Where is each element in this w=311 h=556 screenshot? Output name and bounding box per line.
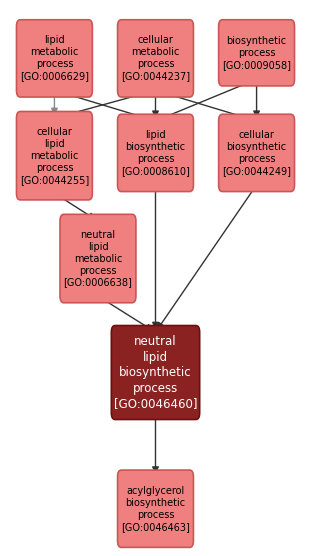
Text: neutral
lipid
biosynthetic
process
[GO:0046460]: neutral lipid biosynthetic process [GO:0… xyxy=(114,335,197,410)
Text: biosynthetic
process
[GO:0009058]: biosynthetic process [GO:0009058] xyxy=(222,36,291,70)
FancyBboxPatch shape xyxy=(118,114,193,191)
FancyBboxPatch shape xyxy=(16,111,92,200)
FancyBboxPatch shape xyxy=(111,326,200,419)
FancyBboxPatch shape xyxy=(219,114,295,191)
Text: lipid
metabolic
process
[GO:0006629]: lipid metabolic process [GO:0006629] xyxy=(20,36,89,81)
FancyBboxPatch shape xyxy=(118,470,193,547)
Text: cellular
biosynthetic
process
[GO:0044249]: cellular biosynthetic process [GO:004424… xyxy=(222,130,291,176)
FancyBboxPatch shape xyxy=(16,19,92,97)
FancyBboxPatch shape xyxy=(219,19,295,86)
FancyBboxPatch shape xyxy=(60,214,136,302)
Text: lipid
biosynthetic
process
[GO:0008610]: lipid biosynthetic process [GO:0008610] xyxy=(121,130,190,176)
Text: acylglycerol
biosynthetic
process
[GO:0046463]: acylglycerol biosynthetic process [GO:00… xyxy=(121,486,190,532)
Text: cellular
metabolic
process
[GO:0044237]: cellular metabolic process [GO:0044237] xyxy=(121,36,190,81)
Text: neutral
lipid
metabolic
process
[GO:0006638]: neutral lipid metabolic process [GO:0006… xyxy=(63,230,132,287)
Text: cellular
lipid
metabolic
process
[GO:0044255]: cellular lipid metabolic process [GO:004… xyxy=(20,127,89,185)
FancyBboxPatch shape xyxy=(118,19,193,97)
